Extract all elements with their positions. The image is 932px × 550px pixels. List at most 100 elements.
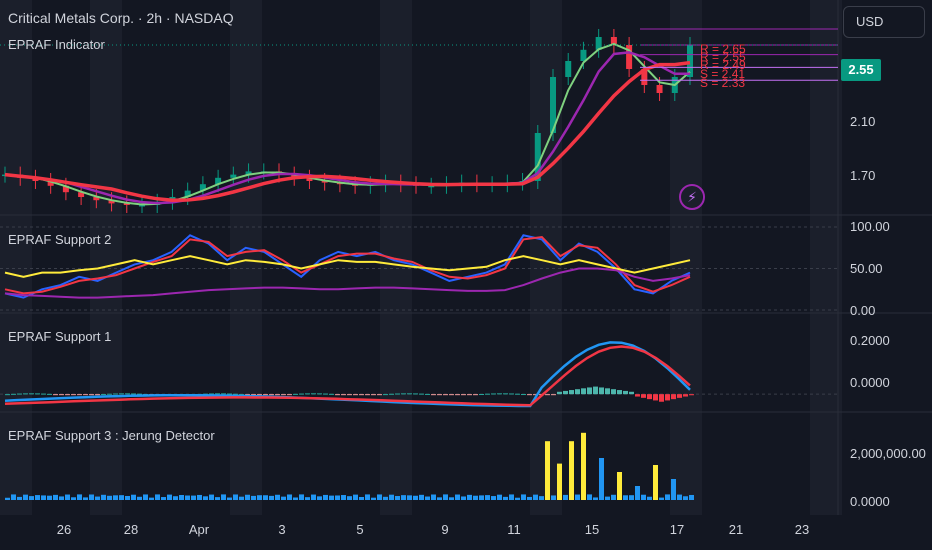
support1-hist-bar [305,393,310,395]
support1-hist-bar [5,394,10,396]
support1-hist-bar [209,393,214,395]
time-tick-label: 9 [441,522,449,537]
support3-volume-bar [449,497,454,500]
support3-volume-bar [407,495,412,500]
support3-volume-bar [671,479,676,500]
support1-hist-bar [269,394,274,396]
support3-volume-bar [155,494,160,500]
support1-hist-bar [365,394,370,396]
support1-hist-bar [581,388,586,395]
support1-tick-label: 0.0000 [850,375,890,390]
support3-volume-bar [29,496,34,500]
support3-volume-bar [485,495,490,500]
support3-volume-bar [53,494,58,500]
support1-hist-bar [113,393,118,395]
price-tick-label: 1.70 [850,168,876,183]
support1-hist-bar [257,394,262,396]
support1-hist-bar [245,394,250,396]
support3-volume-bar [419,494,424,500]
support3-volume-bar [659,497,664,500]
support1-hist-bar [137,393,142,395]
support3-volume-bar [515,497,520,500]
support3-volume-bar [185,495,190,500]
pane-title-support3: EPRAF Support 3 : Jerung Detector [8,428,215,443]
support1-hist-bar [335,394,340,396]
support3-volume-bar [539,496,544,500]
support3-volume-bar [653,465,658,500]
support1-hist-bar [89,394,94,396]
time-tick-label: 15 [584,522,600,537]
ma-slow-line [4,60,691,202]
candle-body [78,192,85,197]
support1-hist-bar [455,394,460,396]
support1-hist-bar [323,393,328,395]
support1-hist-bar [431,394,436,396]
time-tick-label: 17 [669,522,685,537]
candle-body [139,205,145,207]
session-band [0,0,32,515]
candle-body [230,174,237,178]
support1-hist-bar [65,394,70,396]
support1-hist-bar [689,394,694,396]
support1-hist-bar [401,393,406,395]
pane-title-support2: EPRAF Support 2 [8,232,112,247]
support3-volume-bar [689,494,694,500]
support1-hist-bar [275,394,280,396]
support3-volume-bar [455,494,460,500]
candle-body [534,133,541,181]
candle-body [595,37,602,50]
candle-body [565,61,572,77]
time-tick-label: 21 [728,522,744,537]
support1-hist-bar [665,394,670,401]
ma-fast-line [4,42,691,206]
support1-hist-bar [635,394,640,397]
support3-volume-bar [71,497,76,500]
support3-volume-bar [437,497,442,500]
support3-volume-bar [509,494,514,500]
support1-hist-bar [473,394,478,396]
support3-volume-bar [479,495,484,500]
support3-volume-bar [557,463,562,500]
support1-hist-bar [359,394,364,396]
support1-hist-bar [413,393,418,395]
support1-hist-bar [371,394,376,396]
candle-body [93,197,100,201]
support1-hist-bar [287,394,292,396]
support1-hist-bar [503,393,508,395]
support1-hist-bar [251,394,256,396]
support3-volume-bar [131,494,136,500]
support1-hist-bar [497,393,502,395]
support3-volume-bar [317,496,322,500]
candle-body [687,45,693,77]
support3-volume-bar [605,496,610,500]
support3-volume-bar [167,494,172,500]
support3-volume-bar [497,494,502,500]
candle-body [199,184,206,191]
support1-hist-bar [611,389,616,395]
level-label: S = 2.33 [700,76,746,90]
support3-volume-bar [461,496,466,500]
support1-hist-bar [59,394,64,396]
indicator-name: EPRAF Indicator [8,37,105,52]
support3-volume-bar [491,496,496,500]
support3-volume-bar [95,496,100,500]
support1-hist-bar [83,394,88,396]
support1-hist-bar [341,394,346,396]
support1-hist-bar [449,394,454,396]
support1-hist-bar [377,394,382,396]
support1-hist-bar [443,394,448,396]
level-label: R = 2.55 [700,50,746,64]
lightning-icon[interactable]: ⚡ [679,184,705,210]
support3-volume-bar [41,495,46,500]
currency-button[interactable]: USD [843,6,925,38]
support3-volume-bar [23,494,28,500]
support3-volume-bar [275,494,280,500]
support3-volume-bar [35,495,40,500]
support3-volume-bar [221,494,226,500]
support3-volume-bar [593,497,598,500]
support3-volume-bar [329,495,334,500]
support3-volume-bar [443,494,448,500]
support1-hist-bar [509,393,514,395]
support3-volume-bar [161,497,166,500]
support3-volume-bar [521,494,526,500]
